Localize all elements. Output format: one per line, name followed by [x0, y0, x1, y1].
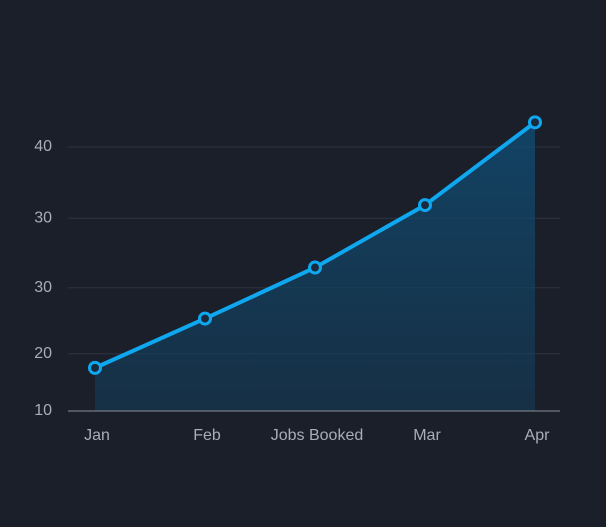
- point: [528, 115, 542, 130]
- x-tick-label: Feb: [193, 427, 221, 444]
- y-tick-label: 30: [34, 279, 52, 296]
- y-tick-label: 40: [34, 138, 52, 155]
- y-tick-label: 10: [34, 402, 52, 419]
- point: [88, 360, 102, 375]
- x-tick-label: Apr: [525, 427, 551, 444]
- area: [95, 122, 535, 412]
- y-tick-label: 20: [34, 345, 52, 362]
- point: [308, 260, 322, 275]
- x-tick-label: Jan: [84, 427, 110, 444]
- y-tick-label: 30: [34, 209, 52, 226]
- point: [198, 311, 212, 326]
- point: [418, 198, 432, 213]
- x-tick-label: Jobs Booked: [271, 427, 364, 444]
- x-tick-label: Mar: [413, 427, 441, 444]
